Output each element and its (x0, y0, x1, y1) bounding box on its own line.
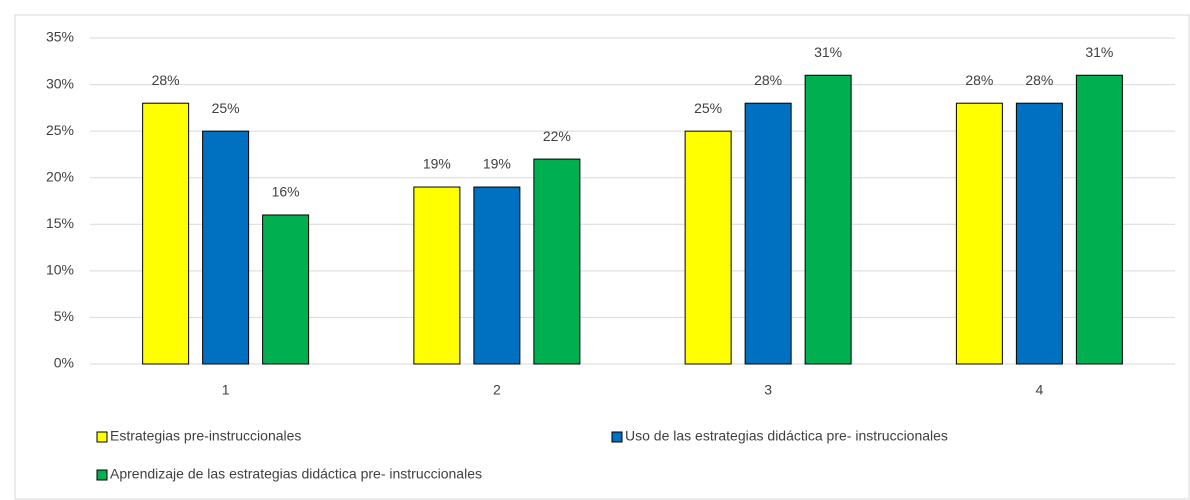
data-label: 19% (483, 156, 511, 172)
legend-label: Aprendizaje de las estrategias didáctica… (110, 466, 482, 482)
y-tick-label: 10% (46, 262, 74, 278)
legend-swatch (96, 431, 108, 443)
bar (744, 102, 792, 365)
y-tick-label: 25% (46, 122, 74, 138)
bar (955, 102, 1003, 365)
y-tick-label: 30% (46, 75, 74, 91)
y-tick-label: 15% (46, 215, 74, 231)
data-label: 22% (543, 128, 571, 144)
bar (262, 214, 310, 365)
legend-swatch (96, 469, 108, 481)
data-label: 31% (1085, 44, 1113, 60)
x-tick-label: 3 (764, 382, 772, 398)
bar (1015, 102, 1063, 365)
data-label: 28% (754, 72, 782, 88)
data-label: 16% (272, 184, 300, 200)
x-tick-label: 1 (222, 382, 230, 398)
data-label: 25% (694, 100, 722, 116)
bar (413, 186, 461, 365)
x-tick-label: 2 (493, 382, 501, 398)
data-label: 31% (814, 44, 842, 60)
legend-label: Uso de las estrategias didáctica pre- in… (625, 428, 948, 444)
bar (804, 74, 852, 365)
data-label: 28% (1025, 72, 1053, 88)
bar (202, 130, 250, 365)
x-tick-label: 4 (1035, 382, 1043, 398)
y-tick-label: 5% (54, 308, 74, 324)
y-tick-label: 0% (54, 355, 74, 371)
legend-swatch (611, 431, 623, 443)
data-label: 28% (152, 72, 180, 88)
y-tick-label: 20% (46, 168, 74, 184)
bar (533, 158, 581, 365)
bar (1075, 74, 1123, 365)
bar (684, 130, 732, 365)
bar (473, 186, 521, 365)
legend-label: Estrategias pre-instruccionales (110, 428, 301, 444)
y-tick-label: 35% (46, 29, 74, 45)
data-label: 28% (965, 72, 993, 88)
chart-frame (14, 14, 1190, 500)
data-label: 19% (423, 156, 451, 172)
data-label: 25% (212, 100, 240, 116)
bar (142, 102, 190, 365)
